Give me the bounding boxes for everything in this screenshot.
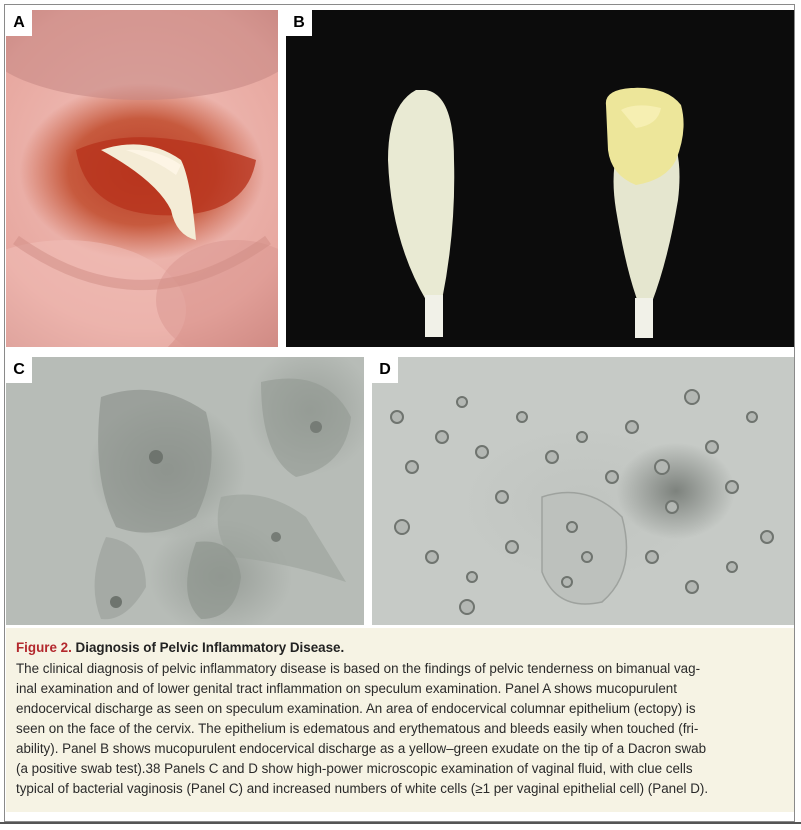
panel-c-micrograph: C	[6, 357, 364, 625]
swab-illustration	[388, 87, 684, 338]
white-cells-illustration	[390, 389, 774, 615]
panel-d-micrograph: D	[372, 357, 794, 625]
caption-line: seen on the face of the cervix. The epit…	[16, 721, 699, 736]
figure-caption-title: Figure 2. Diagnosis of Pelvic Inflammato…	[16, 640, 344, 655]
caption-line: ability). Panel B shows mucopurulent end…	[16, 741, 707, 756]
caption-line: endocervical discharge as seen on specul…	[16, 701, 696, 716]
clue-cells-illustration	[94, 378, 351, 620]
caption-box	[6, 628, 794, 812]
cervix-illustration	[6, 10, 278, 347]
caption-line: inal examination and of lower genital tr…	[16, 681, 677, 696]
panel-d-label: D	[372, 357, 398, 383]
figure-title: Diagnosis of Pelvic Inflammatory Disease…	[75, 640, 345, 655]
panel-a-label: A	[6, 10, 32, 36]
bottom-rule	[0, 822, 801, 824]
panel-a-photo: A	[6, 10, 278, 347]
caption-line: typical of bacterial vaginosis (Panel C)…	[16, 781, 709, 796]
panel-b-photo: B	[286, 10, 794, 347]
figure-caption-body: The clinical diagnosis of pelvic inflamm…	[16, 659, 784, 799]
figure-number: Figure 2.	[16, 640, 72, 655]
panel-c-label: C	[6, 357, 32, 383]
panel-b-label: B	[286, 10, 312, 36]
caption-line: (a positive swab test).38 Panels C and D…	[16, 761, 693, 776]
caption-line: The clinical diagnosis of pelvic inflamm…	[16, 661, 701, 676]
